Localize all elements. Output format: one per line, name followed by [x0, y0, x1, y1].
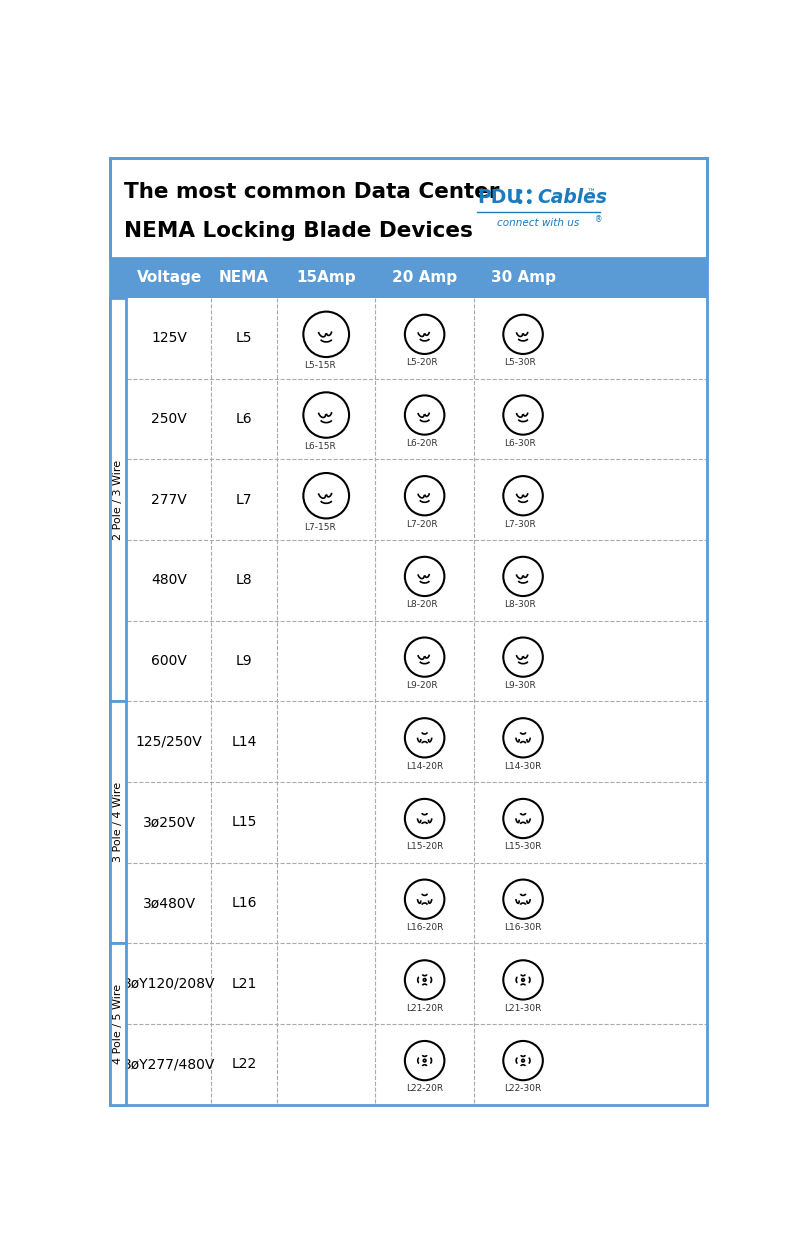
Text: L22: L22: [231, 1058, 257, 1071]
Text: 3ø480V: 3ø480V: [143, 896, 196, 910]
Text: L9-30R: L9-30R: [504, 681, 536, 690]
Text: L7-15R: L7-15R: [304, 522, 336, 531]
Text: L8-20R: L8-20R: [405, 600, 438, 609]
Text: L14-20R: L14-20R: [405, 761, 443, 771]
Text: L15-20R: L15-20R: [405, 842, 443, 851]
Bar: [111, 944, 126, 1105]
Text: Cables: Cables: [538, 189, 608, 208]
Bar: [127, 944, 707, 1024]
Text: L5-20R: L5-20R: [405, 359, 438, 368]
Text: L5-30R: L5-30R: [504, 359, 536, 368]
Text: L21: L21: [231, 976, 257, 991]
Text: 480V: 480V: [152, 574, 187, 588]
Text: 15Amp: 15Amp: [296, 270, 356, 285]
Text: ®: ®: [595, 215, 603, 225]
Text: L7: L7: [235, 492, 252, 506]
Bar: [127, 782, 707, 862]
Text: L6-30R: L6-30R: [504, 439, 536, 448]
Circle shape: [528, 200, 531, 204]
Text: 2 Pole / 3 Wire: 2 Pole / 3 Wire: [113, 460, 123, 540]
Text: L6-20R: L6-20R: [405, 439, 438, 448]
Text: L8: L8: [235, 574, 252, 588]
Bar: [111, 158, 707, 258]
Circle shape: [518, 190, 521, 194]
Bar: [127, 701, 707, 782]
Text: 600V: 600V: [152, 654, 187, 668]
Text: L14: L14: [231, 735, 257, 749]
Bar: [127, 459, 707, 540]
Bar: [127, 1024, 707, 1105]
Text: 3ø250V: 3ø250V: [143, 815, 196, 829]
Text: 125/250V: 125/250V: [136, 735, 203, 749]
Text: 3øY120/208V: 3øY120/208V: [123, 976, 216, 991]
Circle shape: [518, 200, 521, 204]
Text: L22-30R: L22-30R: [504, 1085, 541, 1094]
Bar: [127, 862, 707, 944]
Text: L7-20R: L7-20R: [405, 520, 438, 529]
Text: 3øY277/480V: 3øY277/480V: [123, 1058, 216, 1071]
Text: L8-30R: L8-30R: [504, 600, 536, 609]
Text: 277V: 277V: [152, 492, 187, 506]
Text: NEMA: NEMA: [219, 270, 269, 285]
Bar: [127, 620, 707, 701]
Bar: [127, 298, 707, 379]
Text: L9-20R: L9-20R: [405, 681, 438, 690]
Text: 30 Amp: 30 Amp: [491, 270, 555, 285]
Text: 125V: 125V: [152, 331, 187, 345]
Bar: [111, 258, 707, 298]
Bar: [111, 701, 126, 944]
Text: ™: ™: [587, 188, 596, 196]
Text: 4 Pole / 5 Wire: 4 Pole / 5 Wire: [113, 984, 123, 1064]
Text: L5-15R: L5-15R: [304, 361, 336, 370]
Text: 250V: 250V: [152, 412, 187, 426]
Text: L21-30R: L21-30R: [504, 1004, 541, 1013]
Circle shape: [528, 190, 531, 194]
Bar: [127, 379, 707, 459]
Text: L6: L6: [235, 412, 252, 426]
Text: PDU: PDU: [477, 189, 522, 208]
Text: L14-30R: L14-30R: [504, 761, 541, 771]
Text: The most common Data Center: The most common Data Center: [124, 181, 500, 201]
Text: L5: L5: [235, 331, 252, 345]
Text: L7-30R: L7-30R: [504, 520, 536, 529]
Text: L6-15R: L6-15R: [304, 442, 336, 451]
Text: L15-30R: L15-30R: [504, 842, 542, 851]
Text: 20 Amp: 20 Amp: [392, 270, 457, 285]
Text: NEMA Locking Blade Devices: NEMA Locking Blade Devices: [124, 221, 473, 241]
Text: connect with us: connect with us: [498, 219, 580, 229]
Text: L9: L9: [235, 654, 252, 668]
Bar: [111, 298, 126, 701]
Text: L16-30R: L16-30R: [504, 922, 542, 932]
Text: L21-20R: L21-20R: [405, 1004, 443, 1013]
Bar: [127, 540, 707, 620]
Text: L16: L16: [231, 896, 257, 910]
Text: L16-20R: L16-20R: [405, 922, 443, 932]
Text: 3 Pole / 4 Wire: 3 Pole / 4 Wire: [113, 782, 123, 862]
Text: Voltage: Voltage: [137, 270, 202, 285]
Text: L22-20R: L22-20R: [405, 1085, 442, 1094]
Text: L15: L15: [231, 815, 257, 829]
